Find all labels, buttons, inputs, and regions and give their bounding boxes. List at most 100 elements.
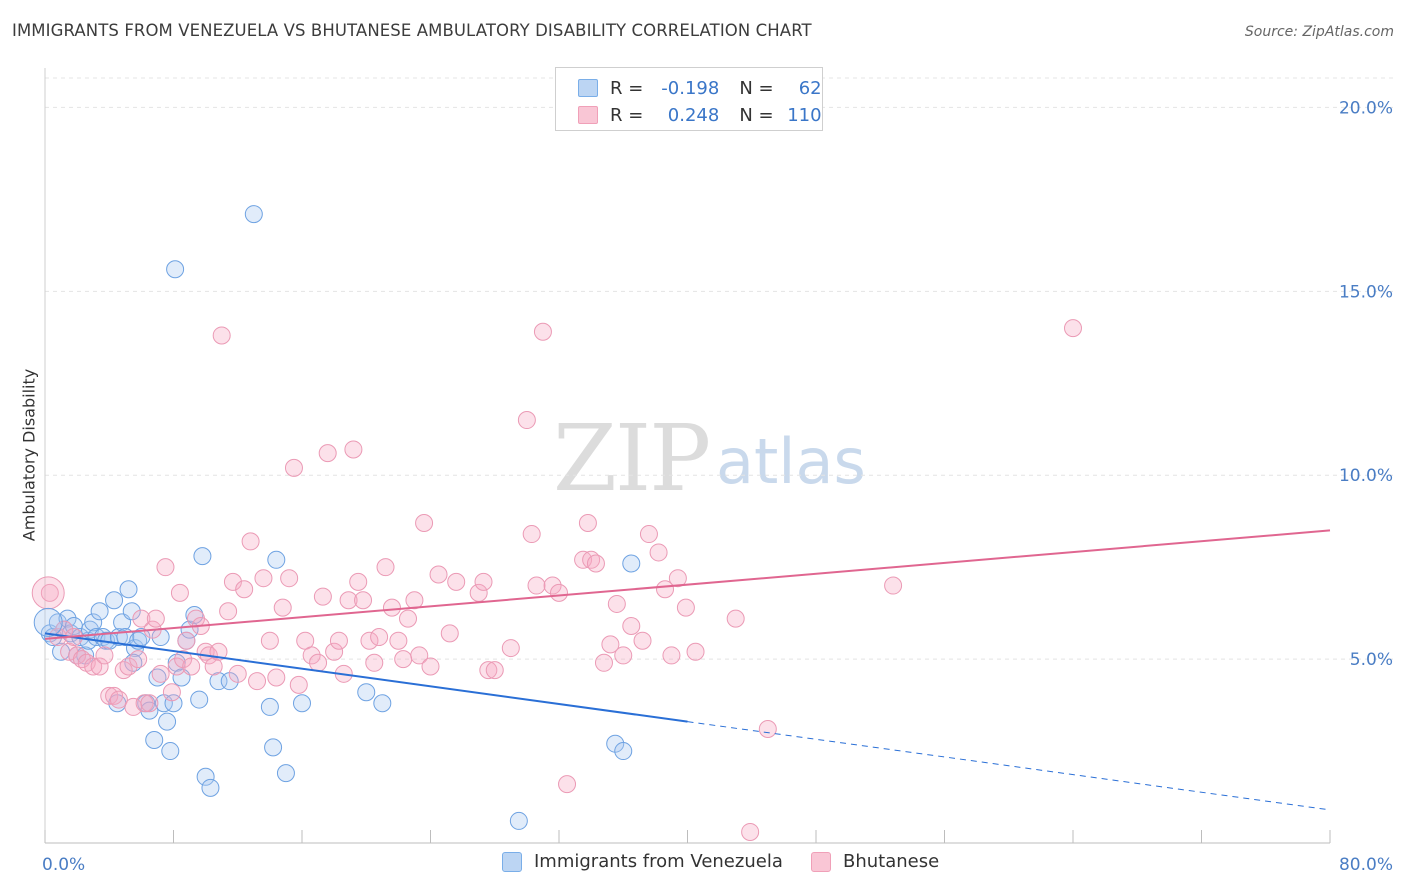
bhutanese-point	[260, 631, 279, 650]
bhutanese-point	[360, 631, 379, 650]
bhutanese-point	[479, 661, 498, 680]
venezuela-point	[132, 628, 151, 647]
venezuela-point	[614, 742, 633, 761]
bhutanese-point	[517, 411, 536, 430]
bhutanese-point	[405, 591, 424, 610]
bhutanese-point	[329, 631, 348, 650]
venezuela-trendline	[44, 632, 688, 723]
bhutanese-point	[135, 694, 154, 713]
bhutanese-point	[370, 628, 389, 647]
bhutanese-point	[1064, 319, 1082, 338]
bhutanese-point	[601, 635, 620, 654]
bhutanese-point	[325, 642, 344, 661]
venezuela-trendline-extension	[687, 721, 1331, 811]
bhutanese-point	[84, 657, 103, 676]
venezuela-point	[293, 694, 311, 713]
bhutanese-point	[440, 624, 459, 643]
chart-title: IMMIGRANTS FROM VENEZUELA VS BHUTANESE A…	[12, 21, 812, 40]
series-legend-venezuela[interactable]: Immigrants from Venezuela	[502, 851, 783, 872]
bhutanese-point	[389, 631, 408, 650]
x-tick-label: 80.0%	[1339, 855, 1393, 875]
venezuela-point	[264, 738, 283, 757]
x-tick-label: 0.0%	[42, 855, 85, 875]
venezuela-point	[276, 764, 295, 783]
bhutanese-point	[280, 569, 299, 588]
bhutanese-point	[40, 583, 59, 602]
legend-r-label: R =	[610, 104, 644, 126]
bhutanese-point	[339, 591, 358, 610]
legend-row-venezuela: R = -0.198 N = 62	[578, 76, 822, 100]
bhutanese-point	[273, 598, 292, 617]
bhutanese-point	[633, 631, 652, 650]
series-legend: Immigrants from Venezuela Bhutanese	[0, 851, 1406, 877]
venezuela-point-large	[33, 607, 63, 637]
bhutanese-point	[219, 602, 238, 621]
venezuela-point	[190, 690, 209, 709]
venezuela-point	[196, 767, 215, 786]
venezuela-point	[148, 668, 167, 687]
bhutanese-point	[582, 550, 601, 569]
venezuela-point	[122, 602, 141, 621]
series-legend-bhutanese[interactable]: Bhutanese	[811, 851, 939, 872]
bhutanese-point	[177, 631, 196, 650]
bhutanese-point	[267, 668, 286, 687]
venezuela-point	[260, 697, 279, 716]
bhutanese-point	[170, 583, 189, 602]
bhutanese-point	[182, 657, 201, 676]
venezuela-point	[373, 694, 392, 713]
legend-n-value: 110	[787, 104, 822, 126]
bhutanese-point-large	[31, 576, 65, 610]
bhutanese-point	[382, 598, 401, 617]
legend-n-value: 62	[798, 77, 822, 99]
bhutanese-point	[140, 694, 159, 713]
bhutanese-point	[415, 514, 434, 533]
bhutanese-point	[686, 642, 705, 661]
legend-r-label: R =	[610, 77, 644, 99]
venezuela-point	[158, 712, 177, 731]
venezuela-point	[145, 731, 164, 750]
bhutanese-point	[354, 591, 373, 610]
legend-swatch-venezuela	[578, 79, 598, 97]
bhutanese-point	[156, 558, 175, 577]
y-tick-label: 20.0%	[1339, 98, 1393, 118]
venezuela-point	[267, 550, 286, 569]
chart-source: Source: ZipAtlas.com	[1244, 24, 1394, 40]
bhutanese-point	[399, 609, 418, 628]
bhutanese-point	[90, 657, 109, 676]
bhutanese-point	[394, 650, 413, 669]
bhutanese-point	[594, 653, 613, 672]
bhutanese-point	[68, 646, 87, 665]
bhutanese-point	[421, 657, 440, 676]
bhutanese-point	[586, 554, 605, 573]
bhutanese-point	[614, 646, 633, 665]
y-tick-label: 5.0%	[1350, 650, 1393, 670]
bhutanese-point	[318, 444, 337, 463]
bhutanese-point	[884, 576, 903, 595]
legend-r-value: -0.198	[661, 77, 720, 99]
bhutanese-point	[726, 609, 745, 628]
bhutanese-point	[622, 617, 641, 636]
bhutanese-point	[167, 657, 186, 676]
bhutanese-point	[668, 569, 687, 588]
watermark-zip: ZIP	[553, 405, 711, 512]
venezuela-point	[193, 547, 212, 566]
bhutanese-point	[429, 565, 448, 584]
y-tick-label: 15.0%	[1339, 282, 1393, 302]
venezuela-point	[84, 613, 103, 632]
bhutanese-point	[204, 657, 223, 676]
bhutanese-point	[558, 775, 577, 794]
bhutanese-point	[114, 661, 133, 680]
bhutanese-point	[662, 646, 681, 665]
bhutanese-point	[241, 532, 260, 551]
venezuela-point	[622, 554, 641, 573]
venezuela-point	[161, 742, 180, 761]
bhutanese-point	[741, 822, 760, 841]
legend-n-label: N =	[739, 104, 774, 126]
bhutanese-point	[349, 572, 368, 591]
bhutanese-point	[151, 664, 170, 683]
bhutanese-point	[522, 525, 541, 544]
bhutanese-point	[578, 514, 597, 533]
venezuela-point	[509, 811, 528, 830]
bhutanese-point	[485, 661, 504, 680]
